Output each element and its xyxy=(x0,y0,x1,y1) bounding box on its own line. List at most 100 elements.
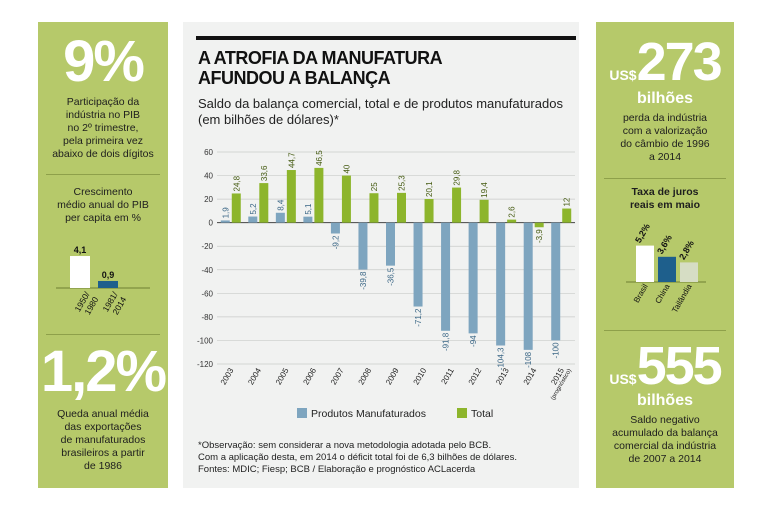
chart-bars: 1,9 24,8 5,2 33,6 8,4 44,7 5,1 46,5 -9,2 40 -39,8 2… xyxy=(220,150,572,370)
text-line: de 1986 xyxy=(84,460,122,472)
data-label: 44,7 xyxy=(287,152,296,168)
data-label: -108 xyxy=(524,351,533,368)
bar-manufaturados xyxy=(413,222,423,307)
gdp-bar-1981-2014 xyxy=(98,280,118,288)
legend-swatch-total xyxy=(457,408,467,418)
bar-total xyxy=(259,183,269,223)
y-tick-label: 0 xyxy=(209,219,214,228)
data-label: -3,9 xyxy=(535,229,544,243)
y-tick-label: 60 xyxy=(204,148,213,157)
rate-label-brasil: Brasil xyxy=(632,282,650,304)
rate-label-tailandia: Tailândia xyxy=(670,282,694,314)
chart-footnote: *Observação: sem considerar a nova metod… xyxy=(198,440,576,476)
accumulated-deficit-unit: bilhões xyxy=(636,392,693,409)
bar-total xyxy=(286,170,296,223)
footnote-line: Com a aplicação desta, em 2014 o déficit… xyxy=(198,452,517,463)
data-label: 46,5 xyxy=(315,150,324,166)
text-line: Taxa de juros xyxy=(631,186,699,198)
rate-bar-china xyxy=(658,256,676,282)
footnote-line: Fontes: MDIC; Fiesp; BCB / Elaboração e … xyxy=(198,464,476,475)
data-label: 25 xyxy=(370,182,379,191)
y-tick-label: -40 xyxy=(201,266,213,275)
data-label: 29,8 xyxy=(453,169,462,185)
bar-total xyxy=(562,208,572,223)
text-line: pela primeira vez xyxy=(63,135,143,147)
x-tick-label: 2003 xyxy=(219,366,236,386)
legend-swatch-manufaturados xyxy=(297,408,307,418)
title-rule xyxy=(196,36,576,40)
data-label: -100 xyxy=(552,342,561,359)
chart-grid xyxy=(217,151,575,365)
currency-loss-stat: US$273 xyxy=(596,34,734,90)
x-tick-label: 2010 xyxy=(412,366,429,386)
y-tick-label: -80 xyxy=(201,313,213,322)
bar-manufaturados xyxy=(523,222,533,350)
industry-share-text: Participação da indústria no PIB no 2º t… xyxy=(38,96,168,161)
rate-label-china: China xyxy=(653,282,672,305)
data-label: 24,8 xyxy=(232,175,241,191)
bar-total xyxy=(452,187,462,223)
x-tick-label: 2005 xyxy=(274,366,291,386)
data-label: 2,6 xyxy=(508,206,517,218)
rate-value-tailandia: 2,8% xyxy=(677,239,696,262)
data-label: -39,8 xyxy=(359,271,368,290)
bar-manufaturados xyxy=(330,222,340,234)
text-line: do câmbio de 1996 xyxy=(620,138,710,150)
data-label: 25,3 xyxy=(398,175,407,191)
data-label: 8,4 xyxy=(276,199,285,211)
bar-manufaturados xyxy=(468,222,478,334)
text-line: per capita em % xyxy=(65,212,141,224)
x-tick-label: 2011 xyxy=(439,366,456,386)
bar-manufaturados xyxy=(248,216,258,223)
exports-decline-text: Queda anual média das exportações de man… xyxy=(38,408,168,473)
text-line: médio anual do PIB xyxy=(57,199,149,211)
bar-total xyxy=(231,193,241,223)
y-axis-ticks: 60 40 20 0 -20 -40 -60 -80 -100 -120 xyxy=(197,148,214,369)
main-chart-panel xyxy=(183,22,579,488)
rate-bar-tailandia xyxy=(680,262,698,282)
bar-total xyxy=(424,198,434,223)
currency-symbol: US$ xyxy=(609,67,637,83)
x-tick-label: 2008 xyxy=(357,366,374,386)
text-line: a 2014 xyxy=(648,151,682,163)
exports-decline-value: 1,2% xyxy=(40,339,167,404)
gdp-bar-value-1950-1980: 4,1 xyxy=(74,245,87,255)
chart-title-line-2: AFUNDOU A BALANÇA xyxy=(198,68,391,88)
bar-total xyxy=(534,222,544,228)
x-tick-label: 2004 xyxy=(246,366,263,386)
divider xyxy=(604,178,726,179)
currency-loss-value: 273 xyxy=(636,32,723,92)
y-tick-label: -60 xyxy=(201,289,213,298)
gdp-bar-1950-1980 xyxy=(70,256,90,288)
data-label: 19,4 xyxy=(480,182,489,198)
data-label: -9,2 xyxy=(331,235,340,249)
data-label: 12 xyxy=(563,197,572,206)
x-tick-label: 2012 xyxy=(467,366,484,386)
legend-label-manufaturados: Produtos Manufaturados xyxy=(311,408,426,420)
currency-loss-unit: bilhões xyxy=(636,90,693,107)
interest-rate-title: Taxa de juros reais em maio xyxy=(596,186,734,212)
right-sidebar-panel: US$273 bilhões perda da indústria com a … xyxy=(596,22,734,488)
legend-label-total: Total xyxy=(471,408,493,420)
rate-bar-brasil xyxy=(636,245,654,282)
x-tick-label: 2007 xyxy=(329,366,346,386)
gdp-growth-title: Crescimento médio anual do PIB per capit… xyxy=(38,186,168,225)
left-sidebar-panel: 9% Participação da indústria no PIB no 2… xyxy=(38,22,168,488)
text-line: brasileiros a partir xyxy=(61,447,145,459)
text-line: comercial da indústria xyxy=(613,440,717,452)
currency-symbol: US$ xyxy=(609,371,637,387)
text-line: das exportações xyxy=(64,421,142,433)
data-label: -71,2 xyxy=(414,308,423,327)
data-label: -36,5 xyxy=(387,267,396,286)
chart-subtitle: Saldo da balança comercial, total e de p… xyxy=(198,96,563,127)
bar-total xyxy=(507,219,517,223)
divider xyxy=(46,334,160,335)
data-label: 1,9 xyxy=(221,207,230,219)
text-line: de 2007 a 2014 xyxy=(628,453,702,465)
industry-share-value: 9% xyxy=(63,29,145,94)
bar-total xyxy=(479,199,489,223)
bar-manufaturados xyxy=(275,212,285,223)
text-line: perda da indústria xyxy=(622,112,708,124)
y-tick-label: -120 xyxy=(197,360,214,369)
trade-balance-chart: 60 40 20 0 -20 -40 -60 -80 -100 -120 1,9 24,8 5,2 33… xyxy=(197,148,575,420)
